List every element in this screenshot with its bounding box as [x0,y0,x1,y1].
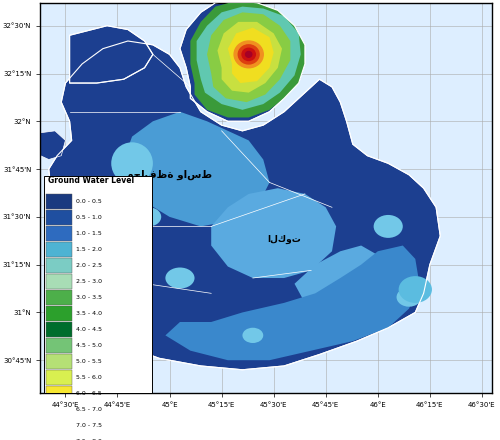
Text: 5.5 - 6.0: 5.5 - 6.0 [76,374,102,380]
Ellipse shape [398,276,432,303]
FancyBboxPatch shape [46,194,72,209]
Circle shape [238,45,259,64]
Text: 7.5 - 8.0: 7.5 - 8.0 [76,439,102,440]
Circle shape [242,48,256,61]
Text: 3.0 - 3.5: 3.0 - 3.5 [76,295,102,300]
Text: الكوت: الكوت [267,235,301,244]
Text: 6.5 - 7.0: 6.5 - 7.0 [76,407,102,411]
Polygon shape [196,7,300,110]
Polygon shape [49,41,440,370]
FancyBboxPatch shape [44,176,152,440]
Polygon shape [218,22,282,92]
Circle shape [246,51,252,57]
FancyBboxPatch shape [46,274,72,289]
Polygon shape [228,28,274,83]
Text: 1.5 - 2.0: 1.5 - 2.0 [76,247,102,252]
FancyBboxPatch shape [46,354,72,369]
Polygon shape [294,246,388,312]
Polygon shape [180,1,305,121]
Polygon shape [70,26,153,83]
Ellipse shape [374,215,403,238]
Ellipse shape [396,288,421,307]
FancyBboxPatch shape [46,210,72,225]
FancyBboxPatch shape [46,226,72,241]
FancyBboxPatch shape [46,370,72,385]
Ellipse shape [242,328,264,343]
Text: 0.5 - 1.0: 0.5 - 1.0 [76,215,102,220]
Text: Ground Water Level: Ground Water Level [48,176,134,186]
Text: 1.0 - 1.5: 1.0 - 1.5 [76,231,102,236]
FancyBboxPatch shape [46,418,72,433]
Polygon shape [34,131,66,160]
FancyBboxPatch shape [46,306,72,321]
Circle shape [234,41,264,68]
FancyBboxPatch shape [46,242,72,257]
Text: 2.5 - 3.0: 2.5 - 3.0 [76,279,102,284]
FancyBboxPatch shape [46,386,72,400]
Text: 7.0 - 7.5: 7.0 - 7.5 [76,422,102,428]
Text: 3.5 - 4.0: 3.5 - 4.0 [76,311,102,315]
Text: 4.5 - 5.0: 4.5 - 5.0 [76,343,102,348]
Text: 0.0 - 0.5: 0.0 - 0.5 [76,199,102,204]
Text: 6.0 - 6.5: 6.0 - 6.5 [76,391,102,396]
Text: محافظة واسط: محافظة واسط [126,170,212,180]
FancyBboxPatch shape [46,434,72,440]
FancyBboxPatch shape [46,290,72,304]
Polygon shape [190,1,305,117]
Text: 5.0 - 5.5: 5.0 - 5.5 [76,359,102,363]
FancyBboxPatch shape [46,322,72,337]
Text: 2.0 - 2.5: 2.0 - 2.5 [76,263,102,268]
Text: 4.0 - 4.5: 4.0 - 4.5 [76,326,102,332]
FancyBboxPatch shape [46,258,72,273]
FancyBboxPatch shape [46,402,72,417]
Ellipse shape [136,207,161,227]
Polygon shape [124,112,270,227]
FancyBboxPatch shape [46,338,72,352]
Polygon shape [211,188,336,278]
Polygon shape [166,246,420,360]
Ellipse shape [111,142,153,184]
Ellipse shape [166,268,194,289]
Polygon shape [207,12,290,102]
